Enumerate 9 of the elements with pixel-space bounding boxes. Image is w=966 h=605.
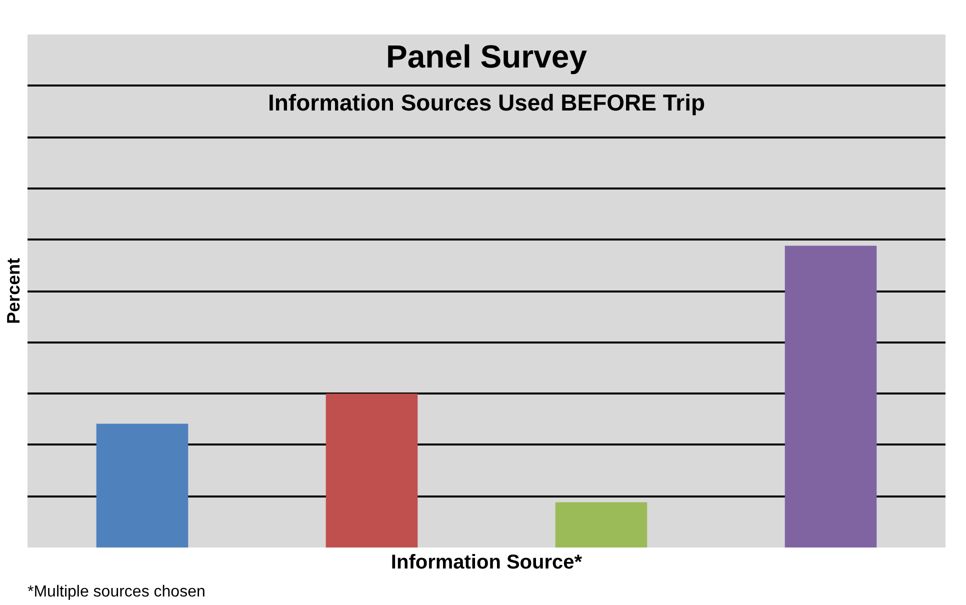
text: *Multiple sources chosen — [28, 584, 206, 600]
bar — [555, 502, 648, 548]
y-axis-title: Percent — [4, 258, 24, 324]
bar — [96, 424, 188, 548]
bar — [784, 246, 877, 548]
chart-title: Panel Survey — [386, 38, 588, 74]
bar — [326, 394, 418, 548]
x-axis-title: Information Source* — [390, 552, 582, 574]
chart-subtitle: Information Sources Used BEFORE Trip — [268, 90, 706, 116]
